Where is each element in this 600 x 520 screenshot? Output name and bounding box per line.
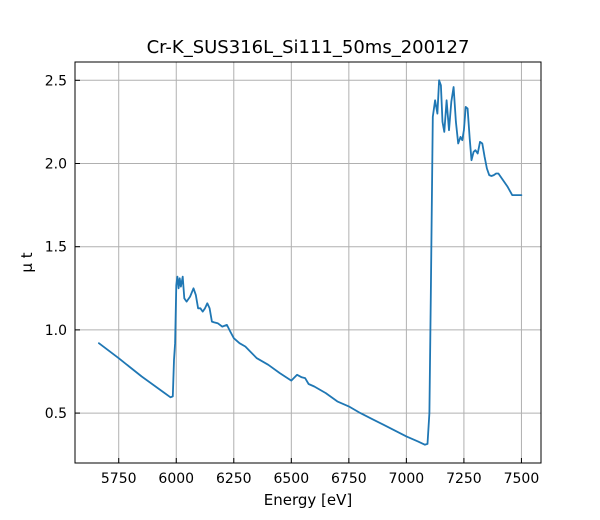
- y-tick-label: 1.0: [45, 323, 67, 339]
- plot-area-frame: [74, 61, 542, 464]
- y-tick-label: 1.5: [45, 240, 67, 256]
- x-tick-label: 7500: [504, 471, 540, 487]
- x-tick-label: 7250: [446, 471, 482, 487]
- x-tick-label: 6500: [273, 471, 309, 487]
- grid-lines: [75, 62, 541, 463]
- y-tick-label: 2.5: [45, 73, 67, 89]
- x-tick-label: 6250: [216, 471, 252, 487]
- series-layer: [98, 79, 523, 446]
- x-tick-label: 6750: [331, 471, 367, 487]
- x-tick-label: 5750: [101, 471, 137, 487]
- series-line: [98, 79, 523, 446]
- x-tick-label: 7000: [389, 471, 425, 487]
- y-tick-label: 2.0: [45, 156, 67, 172]
- chart-title: Cr-K_SUS316L_Si111_50ms_200127: [147, 37, 470, 58]
- y-axis-label: μ t: [18, 252, 36, 272]
- x-axis-label: Energy [eV]: [264, 491, 352, 509]
- x-tick-label: 6000: [158, 471, 194, 487]
- y-tick-label: 0.5: [45, 406, 67, 422]
- axis-ticks: 5750 6000 6250 6500 6750 7000 7250 7500 0.5 1.0 1.…: [45, 73, 540, 487]
